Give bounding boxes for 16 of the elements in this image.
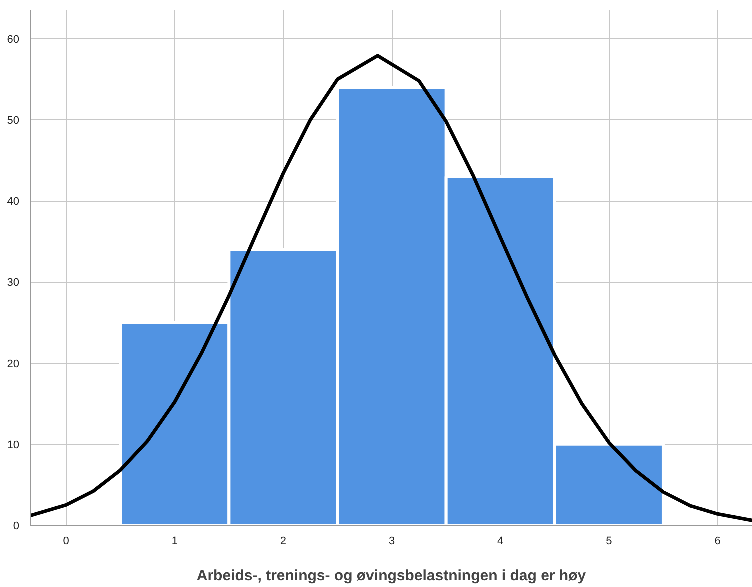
y-tick-label: 0 [13, 520, 20, 532]
x-tick-label: 5 [606, 536, 612, 548]
x-tick-label: 4 [498, 536, 504, 548]
x-tick-label: 1 [172, 536, 178, 548]
x-tick-label: 3 [388, 536, 396, 548]
y-tick-label: 60 [7, 34, 20, 46]
x-tick-label: 2 [280, 536, 287, 548]
y-tick-label: 40 [7, 196, 20, 208]
y-tick-label: 30 [7, 277, 20, 290]
y-tick-label: 20 [7, 358, 20, 370]
line-series [30, 54, 752, 522]
y-tick-label: 50 [7, 114, 20, 127]
y-tick-label: 10 [7, 439, 20, 452]
x-axis-title: Arbeids-, trenings- og øvingsbelastningen i dag er høy [196, 568, 587, 584]
x-tick-label: 0 [63, 536, 70, 548]
x-tick-label: 6 [714, 536, 721, 548]
